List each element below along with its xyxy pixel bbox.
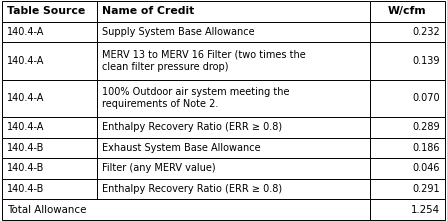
Bar	[97, 179, 370, 199]
Text: 100% Outdoor air system meeting the
requirements of Note 2.: 100% Outdoor air system meeting the requ…	[102, 87, 289, 109]
Text: 0.046: 0.046	[413, 164, 440, 173]
Bar	[97, 42, 370, 80]
Bar	[2, 22, 97, 42]
Bar	[370, 22, 445, 42]
Text: 0.289: 0.289	[413, 122, 440, 132]
Bar	[97, 138, 370, 158]
Text: 140.4-A: 140.4-A	[7, 56, 44, 66]
Bar	[2, 179, 97, 199]
Bar	[370, 199, 445, 220]
Bar	[370, 158, 445, 179]
Bar	[2, 158, 97, 179]
Text: 1.254: 1.254	[411, 205, 440, 215]
Text: 140.4-B: 140.4-B	[7, 143, 44, 153]
Text: Exhaust System Base Allowance: Exhaust System Base Allowance	[102, 143, 261, 153]
Text: 140.4-B: 140.4-B	[7, 164, 44, 173]
Bar	[370, 138, 445, 158]
Text: MERV 13 to MERV 16 Filter (two times the
clean filter pressure drop): MERV 13 to MERV 16 Filter (two times the…	[102, 50, 306, 72]
Bar	[370, 80, 445, 117]
Bar	[2, 1, 97, 22]
Text: 0.139: 0.139	[413, 56, 440, 66]
Text: 0.232: 0.232	[413, 27, 440, 37]
Text: Enthalpy Recovery Ratio (ERR ≥ 0.8): Enthalpy Recovery Ratio (ERR ≥ 0.8)	[102, 122, 282, 132]
Text: 140.4-B: 140.4-B	[7, 184, 44, 194]
Text: 0.186: 0.186	[413, 143, 440, 153]
Text: 140.4-A: 140.4-A	[7, 93, 44, 103]
Text: Table Source: Table Source	[7, 6, 85, 16]
Text: Total Allowance: Total Allowance	[7, 205, 86, 215]
Bar	[97, 80, 370, 117]
Text: Filter (any MERV value): Filter (any MERV value)	[102, 164, 215, 173]
Text: 140.4-A: 140.4-A	[7, 27, 44, 37]
Text: Supply System Base Allowance: Supply System Base Allowance	[102, 27, 254, 37]
Bar	[97, 117, 370, 138]
Bar	[2, 80, 97, 117]
Bar	[2, 138, 97, 158]
Bar	[370, 42, 445, 80]
Bar	[97, 22, 370, 42]
Bar	[370, 179, 445, 199]
Text: 0.291: 0.291	[413, 184, 440, 194]
Bar	[2, 117, 97, 138]
Text: 0.070: 0.070	[413, 93, 440, 103]
Text: Name of Credit: Name of Credit	[102, 6, 194, 16]
Bar	[370, 117, 445, 138]
Bar	[2, 42, 97, 80]
Bar	[370, 1, 445, 22]
Bar	[97, 1, 370, 22]
Text: Enthalpy Recovery Ratio (ERR ≥ 0.8): Enthalpy Recovery Ratio (ERR ≥ 0.8)	[102, 184, 282, 194]
Text: 140.4-A: 140.4-A	[7, 122, 44, 132]
Bar	[2, 199, 370, 220]
Bar	[97, 158, 370, 179]
Text: W/cfm: W/cfm	[388, 6, 426, 16]
